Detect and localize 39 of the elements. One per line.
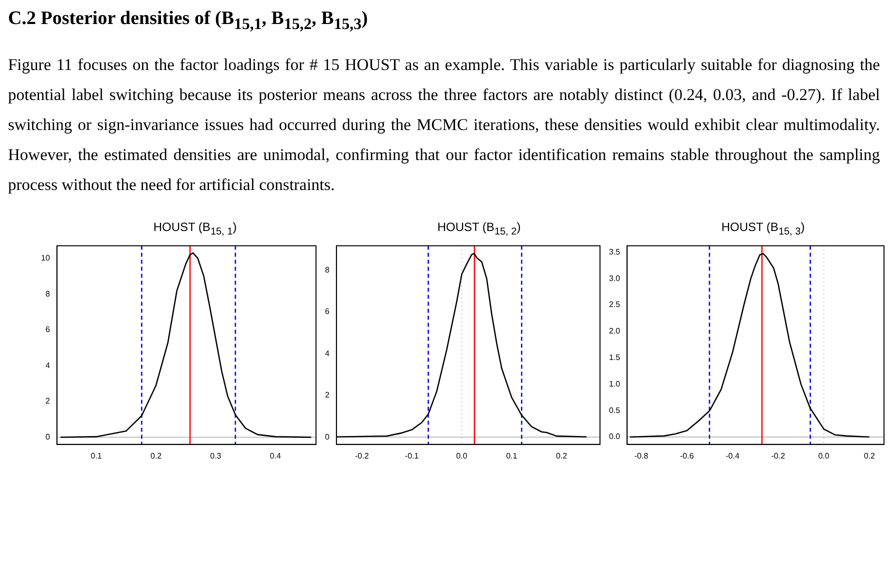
x-tick-label: 0.3 xyxy=(210,451,222,460)
x-tick-label: -0.2 xyxy=(771,451,786,460)
y-tick-label: 3.0 xyxy=(608,274,621,283)
x-tick-label: -0.6 xyxy=(680,451,694,460)
chart-title: HOUST (B$_{15, 1}$) xyxy=(152,220,237,238)
y-tick-label: 4 xyxy=(45,360,50,370)
x-tick-label: 0.4 xyxy=(270,451,282,460)
chart-title: HOUST (B$_{15, 2}$) xyxy=(436,220,521,238)
y-tick-label: 1.0 xyxy=(608,379,621,388)
x-tick-label: 0.2 xyxy=(150,451,162,460)
y-tick-label: 2.5 xyxy=(608,300,621,309)
text: C.2 Posterior densities of (B$_{15,1}$, B$_{15,2}$, B$_{15,3}$) xyxy=(8,8,369,34)
x-tick-label: 0.1 xyxy=(506,451,518,460)
y-tick-label: 0.0 xyxy=(608,432,621,442)
x-tick-label: 0.1 xyxy=(90,451,102,460)
x-tick-label: -0.4 xyxy=(726,451,740,460)
y-tick-label: 6 xyxy=(45,324,50,334)
caption: Figure 11 focuses on the factor loadings for # 15 HOUST as an example. This variable is particularly suitable for diagnosing the potential label switching because its posterior means across the three factors are notably distinct (0.24, 0.03, and -0.27). If label switching or sign-invariance issues had occurred during the MCMC iterations, these densities would exhibit clear multimodality. However, the estimated densities are unimodal, confirming that our factor identification remains stable throughout the sampling process without the need for artificial constraints. xyxy=(8,54,880,196)
x-tick-label: -0.1 xyxy=(404,451,420,460)
y-tick-label: 0.5 xyxy=(608,406,621,415)
y-tick-label: 10 xyxy=(40,253,50,262)
x-tick-label: 0.2 xyxy=(556,451,568,460)
x-tick-label: 0.2 xyxy=(864,451,876,460)
y-tick-label: 4 xyxy=(324,348,330,358)
y-tick-label: 8 xyxy=(324,265,330,274)
x-tick-label: 0.0 xyxy=(818,451,830,460)
y-tick-label: 8 xyxy=(45,289,50,298)
y-tick-label: 3.5 xyxy=(608,247,621,256)
y-tick-label: 6 xyxy=(324,306,330,316)
chart-title: HOUST (B$_{15, 3}$) xyxy=(720,220,805,238)
x-tick-label: 0.0 xyxy=(456,451,468,460)
y-tick-label: 2 xyxy=(324,390,330,400)
y-tick-label: 1.5 xyxy=(608,352,621,362)
y-tick-label: 0 xyxy=(45,432,50,442)
x-tick-label: -0.2 xyxy=(355,451,370,460)
y-tick-label: 2 xyxy=(45,396,50,406)
y-tick-label: 2.0 xyxy=(608,326,621,336)
y-tick-label: 0 xyxy=(324,432,330,442)
x-tick-label: -0.8 xyxy=(634,451,649,460)
